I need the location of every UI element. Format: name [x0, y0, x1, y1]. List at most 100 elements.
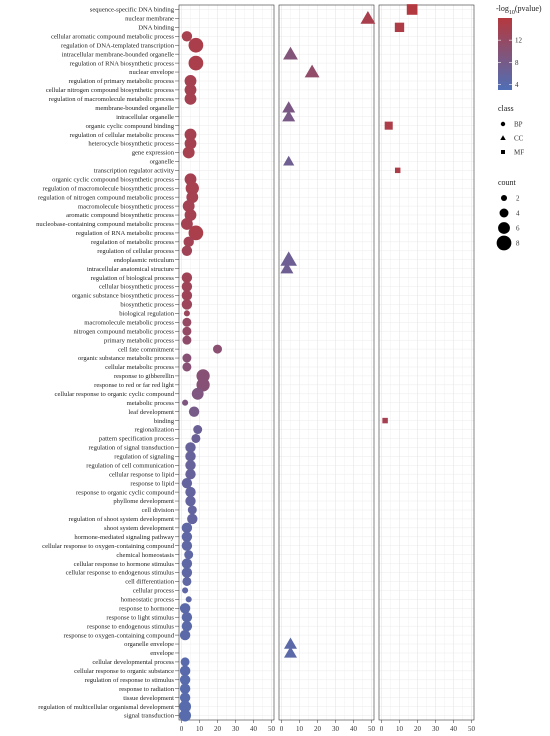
point-regulation-of-dna-templated-transcription: [188, 37, 204, 53]
point-homeostatic-process: [185, 596, 192, 603]
term-label-regulation-of-response-to-stimulus: regulation of response to stimulus: [85, 677, 175, 684]
term-label-nucleobase-containing-compound-metabolic-process: nucleobase-containing compound metabolic…: [36, 221, 174, 228]
term-label-cellular-biosynthetic-process: cellular biosynthetic process: [99, 284, 175, 291]
x-tick-label: 50: [468, 725, 476, 733]
term-label-regulation-of-cell-communication: regulation of cell communication: [86, 462, 174, 469]
point-dna-binding: [394, 22, 405, 33]
point-pattern-specification-process: [191, 433, 201, 443]
point-regulation-of-macromolecule-metabolic-process: [184, 92, 197, 105]
term-label-leaf-development: leaf development: [128, 409, 174, 416]
term-label-shoot-system-development: shoot system development: [104, 525, 174, 532]
term-label-organelle: organelle: [150, 159, 174, 166]
term-label-regulation-of-nitrogen-compound-metabolic-process: regulation of nitrogen compound metaboli…: [38, 194, 174, 201]
term-label-cell-differentiation: cell differentiation: [125, 579, 174, 586]
point-cellular-response-to-endogenous-stimulus: [181, 567, 193, 578]
term-label-heterocycle-biosynthetic-process: heterocycle biosynthetic process: [88, 141, 174, 148]
term-label-endoplasmic-reticulum: endoplasmic reticulum: [114, 257, 175, 264]
term-label-regulation-of-rna-metabolic-process: regulation of RNA metabolic process: [76, 230, 175, 237]
point-cellular-aromatic-compound-metabolic-process: [181, 31, 193, 42]
term-label-cellular-response-to-oxygen-containing-compound: cellular response to oxygen-containing c…: [42, 543, 175, 550]
point-organic-cyclic-compound-binding: [384, 121, 393, 130]
term-label-organic-substance-metabolic-process: organic substance metabolic process: [78, 355, 174, 362]
point-nuclear-membrane: [360, 11, 376, 24]
point-transcription-regulator-activity: [394, 167, 401, 174]
point-cell-differentiation: [182, 576, 192, 586]
point-response-to-endogenous-stimulus: [181, 620, 193, 632]
term-label-regulation-of-signal-transduction: regulation of signal transduction: [88, 445, 174, 452]
point-regulation-of-cellular-metabolic-process: [184, 128, 197, 141]
point-organelle-envelope: [284, 637, 297, 649]
point-regulation-of-cellular-process: [181, 245, 193, 256]
panel-border-mf: [378, 4, 475, 721]
term-label-cellular-response-to-organic-cyclic-compound: cellular response to organic cyclic comp…: [55, 391, 175, 398]
term-label-regulation-of-cellular-process: regulation of cellular process: [97, 248, 174, 255]
x-tick-label: 20: [214, 725, 222, 733]
point-cellular-response-to-organic-cyclic-compound: [191, 387, 204, 400]
legend-count-marker-6: [498, 222, 510, 234]
point-response-to-lipid: [181, 477, 193, 489]
term-label-response-to-endogenous-stimulus: response to endogenous stimulus: [87, 623, 174, 630]
term-label-response-to-light-stimulus: response to light stimulus: [106, 614, 174, 621]
term-label-intracellular-organelle: intracellular organelle: [116, 114, 174, 121]
term-label-biosynthetic-process: biosynthetic process: [120, 302, 174, 309]
point-cellular-response-to-oxygen-containing-compound: [181, 540, 193, 551]
point-heterocycle-biosynthetic-process: [184, 137, 197, 150]
point-metabolic-process: [182, 399, 189, 406]
x-tick-label: 10: [296, 725, 304, 733]
point-cellular-response-to-organic-substance: [179, 665, 191, 677]
term-label-organic-cyclic-compound-biosynthetic-process: organic cyclic compound biosynthetic pro…: [52, 176, 174, 183]
point-response-to-oxygen-containing-compound: [179, 629, 191, 641]
term-label-transcription-regulator-activity: transcription regulator activity: [94, 168, 175, 175]
term-label-biological-regulation: biological regulation: [119, 311, 174, 318]
term-label-regulation-of-signaling: regulation of signaling: [114, 454, 174, 461]
term-label-regulation-of-macromolecule-metabolic-process: regulation of macromolecule metabolic pr…: [49, 96, 175, 103]
term-label-membrane-bounded-organelle: membrane-bounded organelle: [95, 105, 174, 112]
point-regulation-of-signal-transduction: [185, 442, 196, 453]
point-biological-regulation: [183, 310, 190, 317]
legend-count-label-8: 8: [516, 240, 520, 248]
x-tick-label: 40: [250, 725, 258, 733]
x-tick-label: 20: [314, 725, 322, 733]
term-label-organic-substance-biosynthetic-process: organic substance biosynthetic process: [72, 293, 175, 300]
term-label-regulation-of-cellular-metabolic-process: regulation of cellular metabolic process: [70, 132, 175, 139]
point-hormone-mediated-signaling-pathway: [181, 531, 193, 542]
point-regulation-of-rna-biosynthetic-process: [188, 55, 204, 71]
x-tick-label: 50: [268, 725, 276, 733]
term-label-pattern-specification-process: pattern specification process: [99, 436, 174, 443]
point-organic-substance-metabolic-process: [182, 353, 192, 363]
x-tick-label: 30: [332, 725, 340, 733]
point-regulation-of-biological-process: [181, 272, 193, 283]
legend-count-label-4: 4: [516, 210, 520, 218]
term-label-homeostatic-process: homeostatic process: [121, 597, 175, 604]
term-label-regulation-of-rna-biosynthetic-process: regulation of RNA biosynthetic process: [70, 60, 175, 67]
term-label-nuclear-envelope: nuclear envelope: [129, 69, 174, 76]
point-response-to-light-stimulus: [181, 612, 193, 623]
term-label-regionalization: regionalization: [134, 427, 174, 434]
point-intracellular-anatomical-structure: [280, 262, 294, 274]
term-label-chemical-homeostasis: chemical homeostasis: [116, 552, 174, 559]
term-label-intracellular-membrane-bounded-organelle: intracellular membrane-bounded organelle: [62, 51, 174, 58]
point-response-to-red-or-far-red-light: [196, 378, 210, 392]
term-label-cellular-metabolic-process: cellular metabolic process: [105, 364, 174, 371]
term-label-cellular-response-to-hormone-stimulus: cellular response to hormone stimulus: [74, 561, 175, 568]
term-label-hormone-mediated-signaling-pathway: hormone-mediated signaling pathway: [74, 534, 174, 541]
term-label-binding: binding: [154, 418, 175, 425]
term-label-aromatic-compound-biosynthetic-process: aromatic compound biosynthetic process: [66, 212, 174, 219]
point-organelle: [283, 155, 295, 166]
point-intracellular-membrane-bounded-organelle: [283, 46, 298, 60]
legend-class-title: class: [498, 104, 514, 113]
point-response-to-hormone: [179, 603, 191, 614]
point-regulation-of-primary-metabolic-process: [184, 75, 197, 87]
point-envelope: [284, 646, 297, 658]
legend-color-title: -log10(pvalue): [496, 4, 542, 16]
term-label-metabolic-process: metabolic process: [127, 400, 175, 407]
term-label-primary-metabolic-process: primary metabolic process: [104, 337, 174, 344]
term-label-response-to-oxygen-containing-compound: response to oxygen-containing compound: [64, 632, 175, 639]
term-label-sequence-specific-dna-binding: sequence-specific DNA binding: [90, 7, 175, 14]
point-shoot-system-development: [181, 522, 193, 534]
term-label-nitrogen-compound-metabolic-process: nitrogen compound metabolic process: [73, 328, 174, 335]
point-cell-division: [187, 505, 197, 515]
x-tick-label: 0: [180, 725, 184, 733]
x-tick-label: 30: [432, 725, 440, 733]
point-aromatic-compound-biosynthetic-process: [184, 209, 197, 221]
